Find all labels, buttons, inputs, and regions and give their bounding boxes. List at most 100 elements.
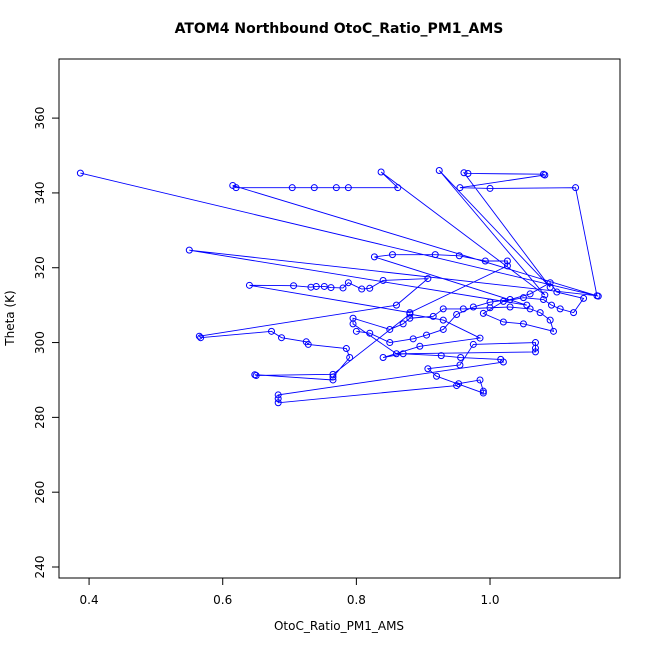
- plot-frame: [58, 58, 621, 579]
- data-point: [531, 348, 539, 356]
- data-point: [416, 342, 424, 350]
- data-point: [479, 387, 487, 395]
- y-tick-label: 280: [33, 406, 47, 429]
- data-point: [394, 184, 402, 192]
- data-point: [346, 354, 354, 362]
- data-point: [388, 251, 396, 259]
- y-tick-label: 340: [33, 181, 47, 204]
- y-axis-label: Theta (K): [3, 290, 17, 346]
- data-point: [519, 294, 527, 302]
- data-point: [550, 327, 558, 335]
- data-point: [506, 296, 514, 304]
- data-point: [379, 276, 387, 284]
- x-tick-label: 1.0: [480, 593, 499, 607]
- data-point: [486, 184, 494, 192]
- data-point: [457, 354, 465, 362]
- data-point: [499, 358, 507, 366]
- x-tick-label: 0.8: [347, 593, 366, 607]
- data-point: [288, 184, 296, 192]
- data-point: [486, 298, 494, 306]
- y-tick-label: 240: [33, 556, 47, 579]
- data-point: [290, 282, 298, 290]
- data-point: [329, 370, 337, 378]
- data-point: [423, 331, 431, 339]
- data-point: [455, 252, 463, 260]
- data-point: [437, 352, 445, 360]
- data-point: [556, 305, 564, 313]
- data-point: [366, 284, 374, 292]
- y-tick-label: 300: [33, 331, 47, 354]
- data-point: [358, 285, 366, 293]
- data-point: [310, 184, 318, 192]
- data-point: [344, 279, 352, 287]
- data-point: [531, 344, 539, 352]
- data-point: [570, 309, 578, 317]
- data-point: [268, 327, 276, 335]
- data-point: [406, 314, 414, 322]
- data-point: [453, 310, 461, 318]
- data-point: [312, 282, 320, 290]
- data-point: [370, 253, 378, 261]
- data-point: [329, 373, 337, 381]
- data-point: [320, 282, 328, 290]
- data-point: [526, 305, 534, 313]
- data-point: [332, 184, 340, 192]
- data-line: [80, 170, 599, 404]
- y-tick-label: 260: [33, 481, 47, 504]
- data-point: [476, 376, 484, 384]
- data-point: [232, 184, 240, 192]
- x-tick-label: 0.4: [80, 593, 99, 607]
- data-point: [409, 335, 417, 343]
- data-point: [399, 320, 407, 328]
- data-point: [469, 303, 477, 311]
- data-point: [304, 340, 312, 348]
- data-point: [429, 312, 437, 320]
- x-tick-label: 0.6: [213, 593, 232, 607]
- chart-title: ATOM4 Northbound OtoC_Ratio_PM1_AMS: [175, 21, 504, 37]
- data-point: [386, 339, 394, 347]
- data-point: [424, 365, 432, 373]
- data-point: [456, 184, 464, 192]
- data-point: [274, 395, 282, 403]
- data-point: [344, 184, 352, 192]
- data-point: [439, 325, 447, 333]
- data-point: [342, 345, 350, 353]
- data-point: [392, 350, 400, 358]
- data-point: [379, 354, 387, 362]
- data-point: [76, 169, 84, 177]
- data-point: [580, 294, 588, 302]
- data-point: [541, 291, 549, 299]
- data-point: [352, 327, 360, 335]
- data-point: [439, 305, 447, 313]
- data-point: [185, 246, 193, 254]
- data-point: [349, 314, 357, 322]
- y-tick-label: 320: [33, 256, 47, 279]
- data-point: [453, 382, 461, 390]
- data-point: [456, 361, 464, 369]
- data-point: [197, 334, 205, 342]
- data-point: [481, 257, 489, 265]
- data-point: [245, 281, 253, 289]
- data-point: [424, 275, 432, 283]
- data-point: [366, 329, 374, 337]
- data-point: [479, 389, 487, 397]
- data-point: [195, 332, 203, 340]
- data-point: [399, 350, 407, 358]
- data-point: [278, 334, 286, 342]
- data-point: [546, 283, 554, 291]
- data-point: [274, 399, 282, 407]
- data-point: [526, 290, 534, 298]
- data-point: [431, 251, 439, 259]
- data-point: [469, 340, 477, 348]
- data-point: [536, 309, 544, 317]
- data-point: [506, 303, 514, 311]
- data-point: [476, 334, 484, 342]
- data-point: [377, 168, 385, 176]
- data-point: [548, 301, 556, 309]
- data-point: [546, 316, 554, 324]
- x-axis-label: OtoC_Ratio_PM1_AMS: [274, 619, 404, 633]
- data-point: [499, 318, 507, 326]
- data-point: [406, 310, 414, 318]
- data-point: [455, 380, 463, 388]
